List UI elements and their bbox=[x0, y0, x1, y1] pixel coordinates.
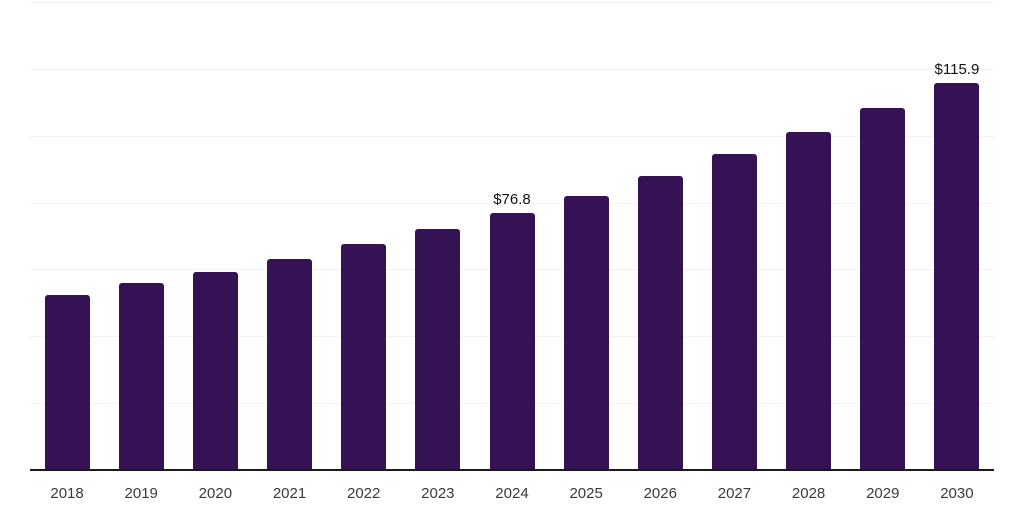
bar-value-label: $115.9 bbox=[934, 60, 980, 78]
x-tick-label: 2021 bbox=[272, 485, 307, 502]
gridline bbox=[30, 2, 994, 3]
bar-2026[interactable] bbox=[637, 175, 683, 470]
x-tick-label: 2019 bbox=[124, 485, 158, 502]
bar-2028[interactable] bbox=[786, 132, 832, 470]
bar-2029[interactable] bbox=[860, 108, 906, 470]
x-tick-label: 2024 bbox=[495, 485, 529, 502]
bar-2020[interactable] bbox=[192, 271, 238, 470]
gridline bbox=[30, 68, 994, 70]
bar-2019[interactable] bbox=[118, 283, 164, 470]
x-tick-label: 2023 bbox=[421, 485, 455, 502]
x-tick-label: 2022 bbox=[346, 485, 381, 502]
x-axis-line bbox=[30, 469, 994, 471]
bar-2021[interactable] bbox=[267, 259, 313, 470]
x-tick-label: 2028 bbox=[791, 485, 826, 502]
bar-2030[interactable] bbox=[934, 82, 980, 470]
bar-2022[interactable] bbox=[341, 244, 387, 470]
bar-2024[interactable] bbox=[489, 213, 535, 470]
bar-2023[interactable] bbox=[415, 229, 461, 470]
bar-2018[interactable] bbox=[44, 295, 90, 470]
x-tick-label: 2027 bbox=[717, 485, 752, 502]
x-tick-label: 2025 bbox=[569, 485, 603, 502]
x-tick-label: 2026 bbox=[643, 485, 677, 502]
bar-2027[interactable] bbox=[711, 154, 757, 470]
bar-value-label: $76.8 bbox=[493, 191, 531, 209]
x-tick-label: 2030 bbox=[940, 485, 974, 502]
gridline bbox=[30, 135, 994, 137]
x-tick-label: 2018 bbox=[50, 485, 84, 502]
x-tick-label: 2020 bbox=[198, 485, 233, 502]
x-tick-label: 2029 bbox=[866, 485, 900, 502]
bar-2025[interactable] bbox=[563, 195, 609, 470]
